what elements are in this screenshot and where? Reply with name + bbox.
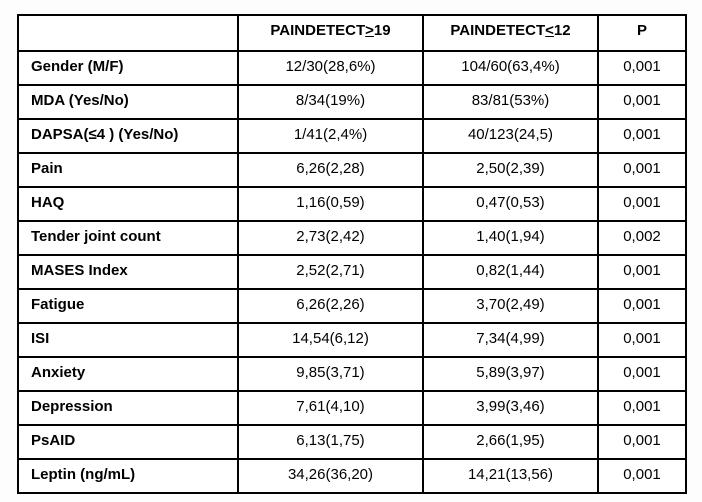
table-row: MASES Index 2,52(2,71) 0,82(1,44) 0,001: [17, 254, 687, 290]
table-row: Gender (M/F) 12/30(28,6%) 104/60(63,4%) 0,0…: [17, 50, 687, 86]
p-value-cell: 0,001: [597, 390, 687, 426]
group2-value-cell: 5,89(3,97): [422, 356, 599, 392]
p-value-cell: 0,001: [597, 356, 687, 392]
row-label: PsAID: [17, 424, 239, 460]
less-equal-operator: <: [545, 22, 554, 39]
group2-value-cell: 14,21(13,56): [422, 458, 599, 494]
table-row: Tender joint count 2,73(2,42) 1,40(1,94) 0,…: [17, 220, 687, 256]
group1-value-cell: 1/41(2,4%): [237, 118, 424, 154]
group1-value-cell: 6,13(1,75): [237, 424, 424, 460]
group2-value-cell: 2,66(1,95): [422, 424, 599, 460]
group2-value-cell: 1,40(1,94): [422, 220, 599, 256]
row-label: MDA (Yes/No): [17, 84, 239, 120]
table-row: PsAID 6,13(1,75) 2,66(1,95) 0,001: [17, 424, 687, 460]
group1-value-cell: 6,26(2,26): [237, 288, 424, 324]
p-value-cell: 0,001: [597, 84, 687, 120]
group1-value-cell: 12/30(28,6%): [237, 50, 424, 86]
table-row: HAQ 1,16(0,59) 0,47(0,53) 0,001: [17, 186, 687, 222]
group1-value-cell: 14,54(6,12): [237, 322, 424, 358]
group2-value-cell: 3,70(2,49): [422, 288, 599, 324]
table-header: PAINDETECT>19 PAINDETECT<12 P: [17, 14, 687, 52]
row-label: Tender joint count: [17, 220, 239, 256]
table-row: ISI 14,54(6,12) 7,34(4,99) 0,001: [17, 322, 687, 358]
p-value-cell: 0,001: [597, 118, 687, 154]
table-row: Anxiety 9,85(3,71) 5,89(3,97) 0,001: [17, 356, 687, 392]
p-value-cell: 0,001: [597, 458, 687, 494]
group1-value-cell: 2,73(2,42): [237, 220, 424, 256]
group2-value-cell: 83/81(53%): [422, 84, 599, 120]
row-label: Leptin (ng/mL): [17, 458, 239, 494]
group2-value-cell: 2,50(2,39): [422, 152, 599, 188]
group1-value-cell: 8/34(19%): [237, 84, 424, 120]
group2-value-cell: 7,34(4,99): [422, 322, 599, 358]
row-label: Anxiety: [17, 356, 239, 392]
group1-value-cell: 6,26(2,28): [237, 152, 424, 188]
row-label: Pain: [17, 152, 239, 188]
p-value-cell: 0,001: [597, 424, 687, 460]
p-value-cell: 0,001: [597, 254, 687, 290]
table-row: DAPSA(≤4 ) (Yes/No) 1/41(2,4%) 40/123(24,5…: [17, 118, 687, 154]
table-body: Gender (M/F) 12/30(28,6%) 104/60(63,4%) 0,0…: [17, 50, 687, 494]
group1-value-cell: 7,61(4,10): [237, 390, 424, 426]
row-label: MASES Index: [17, 254, 239, 290]
header-group2-cell: PAINDETECT<12: [422, 14, 599, 52]
group2-value-cell: 3,99(3,46): [422, 390, 599, 426]
header-empty-cell: [17, 14, 239, 52]
group1-value-cell: 9,85(3,71): [237, 356, 424, 392]
header-group1-cell: PAINDETECT>19: [237, 14, 424, 52]
row-label: ISI: [17, 322, 239, 358]
group2-value-cell: 0,47(0,53): [422, 186, 599, 222]
table-row: Leptin (ng/mL) 34,26(36,20) 14,21(13,56) 0,…: [17, 458, 687, 494]
header-group2-prefix: PAINDETECT: [450, 22, 546, 39]
p-value-cell: 0,001: [597, 288, 687, 324]
table-row: Pain 6,26(2,28) 2,50(2,39) 0,001: [17, 152, 687, 188]
header-group1-prefix: PAINDETECT: [270, 22, 366, 39]
group2-value-cell: 104/60(63,4%): [422, 50, 599, 86]
p-value-cell: 0,001: [597, 152, 687, 188]
p-value-cell: 0,002: [597, 220, 687, 256]
p-value-cell: 0,001: [597, 322, 687, 358]
table-row: Depression 7,61(4,10) 3,99(3,46) 0,001: [17, 390, 687, 426]
row-label: HAQ: [17, 186, 239, 222]
group1-value-cell: 2,52(2,71): [237, 254, 424, 290]
p-value-cell: 0,001: [597, 50, 687, 86]
group2-value-cell: 0,82(1,44): [422, 254, 599, 290]
row-label: Fatigue: [17, 288, 239, 324]
header-pvalue-cell: P: [597, 14, 687, 52]
table-row: Fatigue 6,26(2,26) 3,70(2,49) 0,001: [17, 288, 687, 324]
row-label: DAPSA(≤4 ) (Yes/No): [17, 118, 239, 154]
header-group1-number: 19: [373, 22, 391, 39]
header-group2-number: 12: [553, 22, 571, 39]
group2-value-cell: 40/123(24,5): [422, 118, 599, 154]
greater-equal-operator: >: [365, 22, 374, 39]
results-table: PAINDETECT>19 PAINDETECT<12 P Gender (M/…: [17, 14, 687, 494]
group1-value-cell: 34,26(36,20): [237, 458, 424, 494]
group1-value-cell: 1,16(0,59): [237, 186, 424, 222]
p-value-cell: 0,001: [597, 186, 687, 222]
header-row: PAINDETECT>19 PAINDETECT<12 P: [17, 14, 687, 52]
row-label: Depression: [17, 390, 239, 426]
table-row: MDA (Yes/No) 8/34(19%) 83/81(53%) 0,001: [17, 84, 687, 120]
row-label: Gender (M/F): [17, 50, 239, 86]
